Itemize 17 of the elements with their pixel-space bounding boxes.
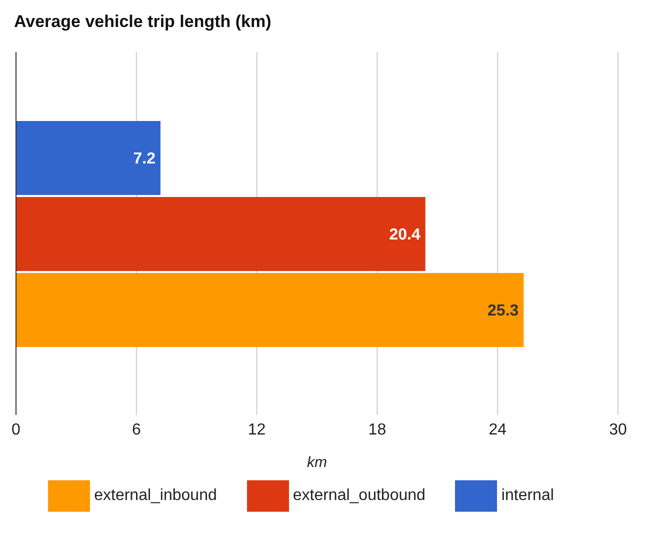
x-tick-label: 24 xyxy=(488,421,507,438)
x-tick-label: 12 xyxy=(248,421,266,438)
bar xyxy=(16,120,160,195)
data-label: 7.2 xyxy=(133,150,156,168)
x-tick-label: 0 xyxy=(12,421,21,438)
legend-label: external_inbound xyxy=(94,487,217,504)
x-tick-label: 6 xyxy=(132,421,141,438)
legend-label: external_outbound xyxy=(292,487,426,504)
chart-title: Average vehicle trip length (km) xyxy=(13,11,272,32)
bar xyxy=(16,196,426,271)
x-tick-label: 30 xyxy=(609,421,627,438)
data-label: 20.4 xyxy=(389,226,420,244)
legend-label: internal xyxy=(501,487,554,504)
bar xyxy=(16,272,524,347)
x-tick-label: 18 xyxy=(368,421,386,438)
data-label: 25.3 xyxy=(488,302,519,320)
x-axis-title: km xyxy=(307,454,327,471)
